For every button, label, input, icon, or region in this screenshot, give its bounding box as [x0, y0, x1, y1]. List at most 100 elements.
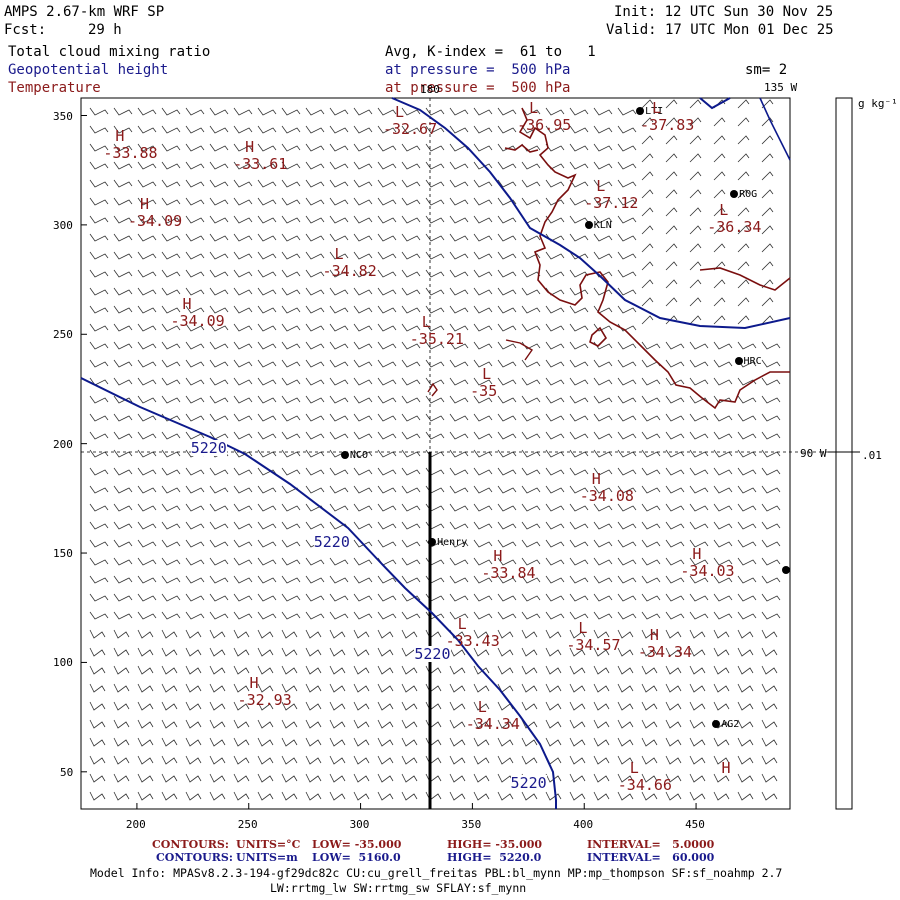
wind-barb — [137, 251, 157, 260]
wind-barb — [89, 359, 109, 368]
wind-barb — [665, 189, 678, 199]
wind-barb — [137, 791, 154, 801]
wind-barb — [761, 395, 781, 404]
wind-barb — [185, 791, 202, 801]
wind-barb — [281, 449, 301, 458]
wind-barb — [113, 611, 133, 620]
wind-barb — [161, 107, 181, 116]
wind-barb — [233, 215, 253, 224]
wind-barb — [713, 701, 730, 711]
wind-barb — [353, 593, 373, 602]
wind-barb — [569, 485, 589, 494]
wind-barb — [665, 557, 685, 566]
wind-barb — [689, 503, 709, 512]
wind-barb — [545, 467, 565, 476]
wind-barb — [665, 395, 685, 404]
wind-barb — [713, 503, 733, 512]
wind-barb — [641, 719, 658, 729]
wind-barb — [689, 521, 709, 530]
wind-barb — [473, 197, 493, 206]
station-dot — [636, 107, 645, 116]
wind-barb — [113, 719, 130, 729]
wind-barb — [617, 287, 637, 296]
wind-barb — [761, 261, 774, 271]
wind-barb — [761, 593, 781, 602]
wind-barb — [449, 125, 469, 134]
wind-barb — [113, 233, 133, 242]
wind-barb — [377, 107, 397, 116]
wind-barb — [737, 189, 750, 199]
wind-barb — [353, 413, 373, 422]
wind-barb — [521, 503, 541, 512]
temp-extremum-type: L — [596, 177, 606, 196]
wind-barb — [641, 413, 661, 422]
wind-barb — [713, 297, 726, 307]
wind-barb — [473, 683, 490, 693]
wind-barb — [761, 135, 774, 145]
wind-barb — [257, 539, 277, 548]
station-dot — [428, 538, 437, 547]
wind-barb — [257, 467, 277, 476]
wind-barb — [233, 647, 250, 657]
wind-barb — [449, 593, 469, 602]
wind-barb — [473, 467, 493, 476]
wind-barb — [689, 413, 709, 422]
wind-barb — [377, 125, 397, 134]
wind-barb — [689, 225, 702, 235]
wind-barb — [377, 269, 397, 278]
wind-barb — [185, 377, 205, 386]
wind-barb — [713, 189, 726, 199]
wind-barb — [593, 791, 610, 801]
wind-barb — [737, 413, 757, 422]
wind-barb — [401, 485, 421, 494]
wind-barb — [665, 207, 678, 217]
wind-barb — [353, 773, 370, 783]
wind-barb — [329, 629, 346, 639]
wind-barb — [665, 665, 682, 675]
wind-barb — [233, 521, 253, 530]
wind-barb — [233, 341, 253, 350]
temp-extremum-type: L — [629, 759, 639, 778]
wind-barb — [473, 539, 493, 548]
x-tick-label: 300 — [349, 818, 370, 831]
temp-extremum-type: L — [719, 201, 729, 220]
wind-barb — [473, 395, 493, 404]
wind-barb — [257, 287, 277, 296]
wind-barb — [569, 611, 589, 620]
wind-barb — [185, 269, 205, 278]
wind-barb — [497, 557, 517, 566]
wind-barb — [713, 449, 733, 458]
wind-barb — [449, 683, 466, 693]
wind-barb — [689, 171, 702, 181]
wind-barb — [137, 215, 157, 224]
wind-barb — [329, 575, 349, 584]
wind-barb — [377, 701, 394, 711]
wind-barb — [137, 269, 157, 278]
wind-barb — [449, 395, 469, 404]
y-tick-label: 350 — [53, 109, 73, 123]
wind-barb — [401, 665, 418, 675]
wind-barb — [401, 719, 418, 729]
wind-barb — [689, 395, 709, 404]
wind-barb — [497, 737, 514, 747]
wind-barb — [713, 575, 733, 584]
wind-barb — [665, 539, 685, 548]
wind-barb — [641, 647, 658, 657]
x-tick-label: 400 — [573, 818, 594, 831]
wind-barb — [569, 341, 589, 350]
wind-barb — [545, 683, 562, 693]
wind-barb — [593, 179, 613, 188]
wind-barb — [209, 359, 229, 368]
wind-barb — [569, 215, 589, 224]
wind-barb — [257, 611, 277, 620]
wind-barb — [761, 225, 774, 235]
wind-barb — [209, 647, 226, 657]
wind-barb — [305, 665, 322, 675]
wind-barb — [497, 521, 517, 530]
wind-barb — [593, 503, 613, 512]
wind-barb — [449, 791, 466, 801]
wind-barb — [449, 161, 469, 170]
wind-barb — [569, 719, 586, 729]
wind-barb — [113, 269, 133, 278]
wind-barb — [761, 207, 774, 217]
